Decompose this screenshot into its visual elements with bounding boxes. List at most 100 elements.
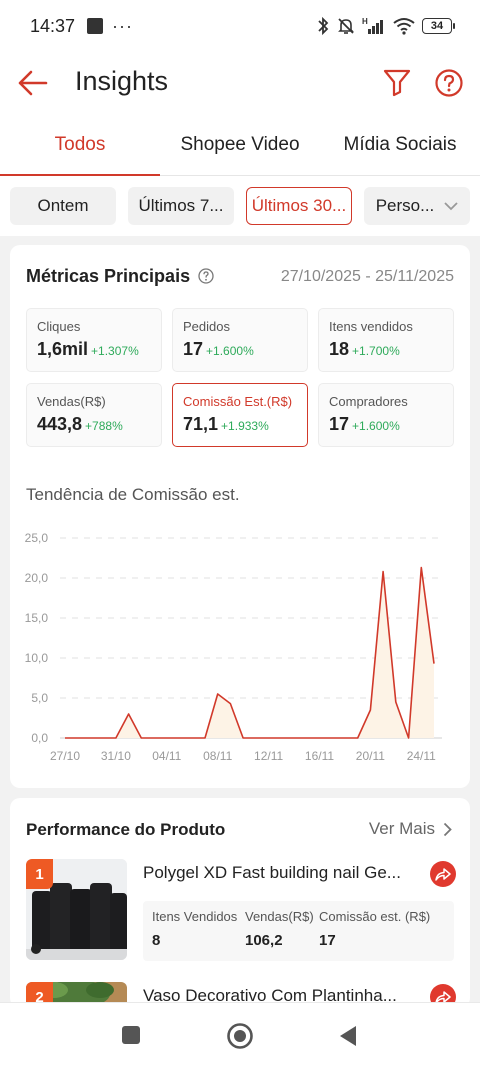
product-performance-card: Performance do Produto Ver Mais 1 Polyge… (10, 798, 470, 1008)
recent-apps-icon[interactable] (121, 1025, 141, 1045)
chevron-down-icon (444, 202, 458, 211)
chip-label: Perso... (375, 196, 435, 215)
metric-value: 17 (183, 339, 204, 359)
metric-compradores[interactable]: Compradores 17 +1.600% (318, 383, 454, 447)
product-row[interactable]: 1 Polygel XD Fast building nail Ge... It… (26, 859, 456, 961)
tab-midia-sociais[interactable]: Mídia Sociais (343, 134, 457, 155)
app-bar: Insights (0, 52, 480, 114)
stat-label: Comissão est. (R$) (319, 909, 431, 924)
metric-label: Compradores (329, 394, 408, 409)
series-area (65, 567, 434, 738)
page-title: Insights (75, 66, 169, 96)
stat-value: 8 (152, 932, 161, 949)
metric-change: +1.307% (91, 344, 139, 358)
y-tick-label: 15,0 (25, 611, 49, 625)
chart-title: Tendência de Comissão est. (26, 485, 240, 504)
filter-icon[interactable] (382, 67, 412, 97)
tab-shopee-video[interactable]: Shopee Video (180, 134, 300, 155)
stat-label: Vendas(R$) (245, 909, 314, 924)
metric-comissao[interactable]: Comissão Est.(R$) 71,1 +1.933% (172, 383, 308, 447)
stat-itens-vendidos: Itens Vendidos 8 (152, 909, 237, 949)
home-icon[interactable] (226, 1022, 254, 1050)
x-tick-label: 12/11 (254, 749, 283, 763)
see-more-label: Ver Mais (368, 819, 435, 838)
metric-change: +1.933% (221, 419, 269, 433)
chip-ultimos-30[interactable]: Últimos 30... (246, 187, 352, 225)
x-tick-label: 08/11 (203, 749, 232, 763)
back-arrow-icon[interactable] (16, 66, 50, 100)
x-tick-label: 27/10 (50, 749, 80, 763)
rank-badge: 1 (26, 859, 53, 889)
product-stats: Itens Vendidos 8 Vendas(R$) 106,2 Comiss… (143, 901, 454, 961)
y-axis-ticks: 0,0 5,0 10,0 15,0 20,0 25,0 (25, 531, 49, 745)
x-axis-ticks: 27/10 31/10 04/11 08/11 12/11 16/11 20/11 24/11 (50, 749, 436, 763)
back-nav-icon[interactable] (338, 1024, 358, 1048)
wifi-icon (393, 18, 415, 35)
help-icon[interactable] (434, 68, 464, 98)
stat-value: 17 (319, 932, 336, 949)
bluetooth-icon (318, 16, 329, 36)
x-tick-label: 24/11 (407, 749, 436, 763)
metric-change: +1.700% (352, 344, 400, 358)
y-tick-label: 20,0 (25, 571, 49, 585)
metric-change: +1.600% (206, 344, 254, 358)
metric-cliques[interactable]: Cliques 1,6mil +1.307% (26, 308, 162, 372)
x-tick-label: 16/11 (305, 749, 334, 763)
y-tick-label: 25,0 (25, 531, 49, 545)
mute-icon (338, 18, 354, 34)
product-thumbnail: 1 (26, 859, 127, 960)
metric-change: +788% (85, 419, 123, 433)
stat-vendas: Vendas(R$) 106,2 (245, 909, 314, 949)
metric-label: Itens vendidos (329, 319, 413, 334)
chip-label: Últimos 7... (138, 196, 224, 215)
x-tick-label: 04/11 (152, 749, 181, 763)
more-notifications-icon: ··· (112, 15, 134, 36)
tab-bar: Todos Shopee Video Mídia Sociais (0, 114, 480, 177)
metric-label: Comissão Est.(R$) (183, 394, 293, 409)
status-time: 14:37 (30, 15, 76, 36)
metrics-title: Métricas Principais (26, 266, 191, 286)
chip-personalizado[interactable]: Perso... (364, 187, 470, 225)
y-tick-label: 10,0 (25, 651, 49, 665)
x-tick-label: 31/10 (101, 749, 131, 763)
performance-title: Performance do Produto (26, 820, 226, 839)
chip-label: Últimos 30... (251, 196, 347, 215)
see-more-link[interactable]: Ver Mais (369, 819, 452, 839)
chip-ontem[interactable]: Ontem (10, 187, 116, 225)
date-range: 27/10/2025 - 25/11/2025 (280, 268, 454, 285)
metric-label: Vendas(R$) (37, 394, 106, 409)
x-tick-label: 20/11 (356, 749, 385, 763)
product-image (26, 859, 127, 960)
stat-label: Itens Vendidos (152, 909, 238, 924)
svg-text:H: H (362, 17, 368, 26)
info-icon[interactable] (198, 268, 214, 284)
status-bar: 14:37 ··· H 34 (0, 0, 480, 52)
metric-label: Pedidos (183, 319, 230, 334)
metric-vendas[interactable]: Vendas(R$) 443,8 +788% (26, 383, 162, 447)
stat-value: 106,2 (245, 932, 283, 949)
metric-change: +1.600% (352, 419, 400, 433)
product-name[interactable]: Polygel XD Fast building nail Ge... (143, 863, 401, 882)
chevron-right-icon (443, 822, 452, 836)
metric-value: 443,8 (37, 414, 83, 434)
metric-value: 71,1 (183, 414, 219, 434)
stat-comissao: Comissão est. (R$) 17 (319, 909, 430, 949)
tab-todos[interactable]: Todos (0, 114, 160, 177)
notification-icon (87, 18, 104, 34)
series-line (65, 566, 435, 739)
metric-value: 18 (329, 339, 350, 359)
metrics-card: Métricas Principais 27/10/2025 - 25/11/2… (10, 245, 470, 788)
metric-pedidos[interactable]: Pedidos 17 +1.600% (172, 308, 308, 372)
signal-icon: H (362, 17, 383, 34)
metric-itens-vendidos[interactable]: Itens vendidos 18 +1.700% (318, 308, 454, 372)
chip-label: Ontem (37, 196, 89, 215)
system-nav-bar (0, 1002, 480, 1066)
y-tick-label: 0,0 (31, 731, 48, 745)
chip-ultimos-7[interactable]: Últimos 7... (128, 187, 234, 225)
metric-value: 1,6mil (37, 339, 89, 359)
period-filter: Ontem Últimos 7... Últimos 30... Perso..… (0, 176, 480, 236)
metric-label: Cliques (37, 319, 81, 334)
share-icon[interactable] (430, 861, 456, 887)
battery-icon: 34 (422, 18, 455, 34)
y-tick-label: 5,0 (31, 691, 48, 705)
